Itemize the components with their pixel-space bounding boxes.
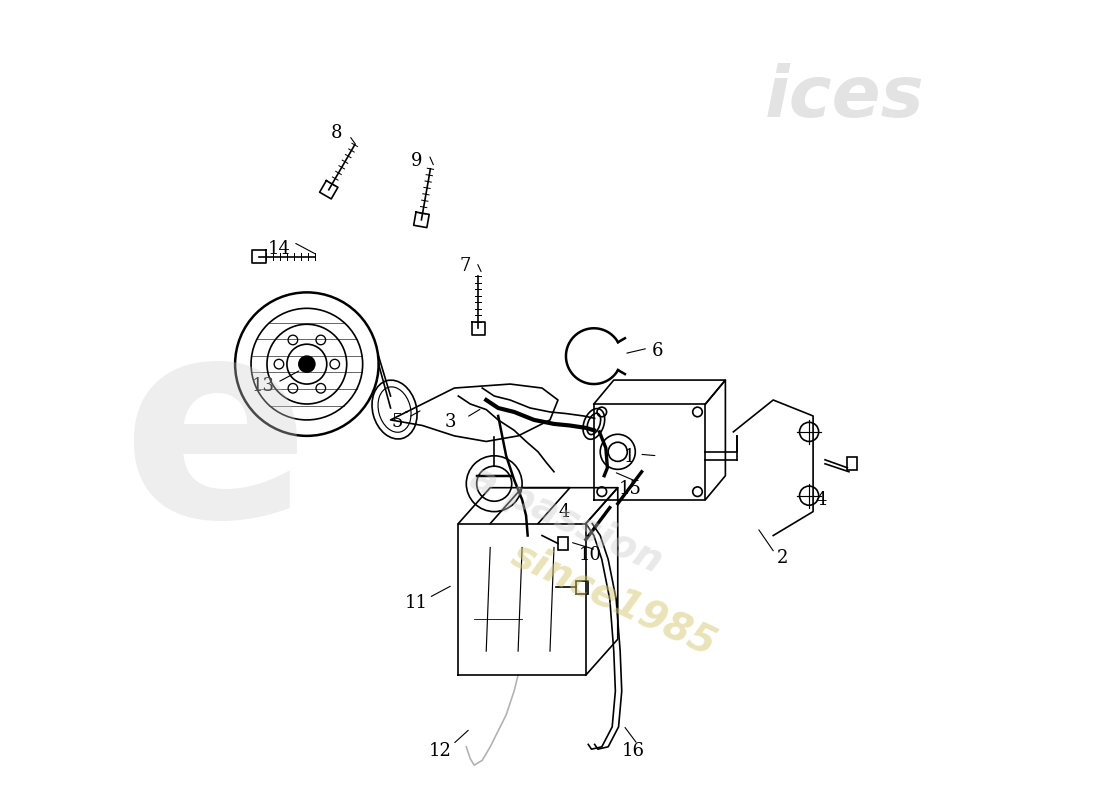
Text: 13: 13 [252,377,275,394]
Text: 7: 7 [459,257,471,275]
Text: e: e [121,305,309,575]
Text: 4: 4 [559,502,570,521]
Bar [576,581,588,594]
Text: 4: 4 [815,491,827,510]
Text: 8: 8 [331,124,342,142]
Text: 1: 1 [624,448,636,466]
Text: 16: 16 [623,742,646,760]
Text: 6: 6 [652,342,663,359]
Text: 3: 3 [444,414,456,431]
Text: 2: 2 [777,549,789,567]
Bar [558,537,569,550]
Text: 9: 9 [411,152,422,170]
Text: 14: 14 [267,239,290,258]
Text: 5: 5 [392,414,403,431]
Text: 10: 10 [579,546,602,565]
Circle shape [299,356,315,372]
Text: 11: 11 [405,594,428,612]
Text: a passion: a passion [464,458,668,581]
Text: since1985: since1985 [505,535,723,663]
Text: ices: ices [766,62,925,131]
Bar [847,458,857,470]
Text: 12: 12 [429,742,451,760]
Text: 15: 15 [618,480,641,498]
